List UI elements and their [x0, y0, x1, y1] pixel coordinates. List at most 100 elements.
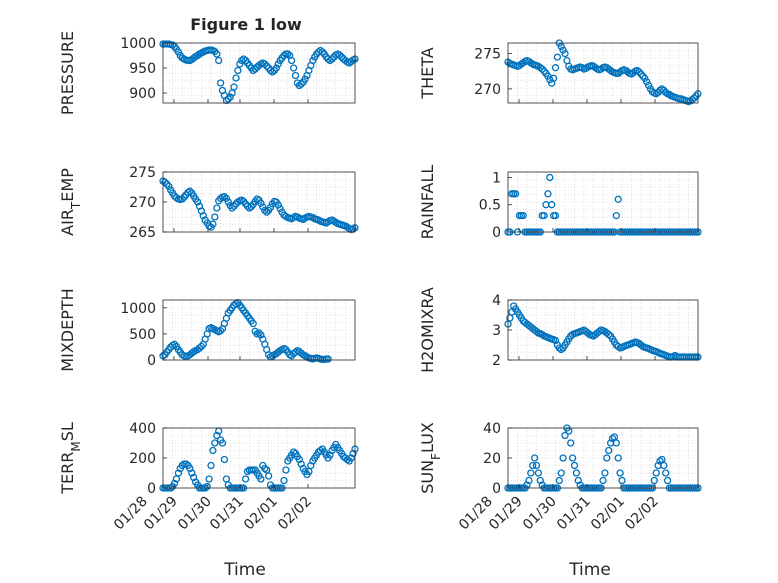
y-tick-label: 400 [129, 421, 156, 437]
y-tick-label: 900 [129, 86, 156, 102]
y-tick-label: 0 [492, 225, 501, 241]
terr-msl-y-label: TERRMSL [58, 422, 83, 495]
data-point [230, 83, 238, 91]
data-point [207, 461, 215, 470]
rainfall-axes-box [507, 171, 699, 233]
data-point [213, 50, 221, 58]
data-point [612, 211, 620, 220]
data-point [161, 178, 169, 186]
data-point [663, 476, 672, 485]
data-point [639, 72, 647, 80]
data-point [274, 60, 282, 68]
y-tick-label: 0 [147, 353, 156, 369]
data-point [216, 327, 225, 335]
data-point [347, 454, 355, 462]
data-point [295, 455, 303, 464]
pressure-panel: 900 950 1000 PRESSURE [58, 31, 359, 115]
data-point [603, 454, 611, 462]
data-point [614, 195, 622, 203]
y-tick-label: 265 [129, 225, 156, 241]
data-point [266, 203, 275, 212]
data-point [205, 475, 213, 483]
data-point [195, 344, 204, 352]
data-point [224, 198, 232, 206]
data-point [257, 475, 265, 483]
data-point [567, 439, 575, 447]
data-point [228, 204, 236, 212]
data-point [174, 48, 183, 56]
data-point [289, 448, 298, 456]
data-point [551, 336, 560, 345]
data-point [605, 330, 613, 339]
y-tick-label: 1000 [120, 36, 156, 52]
y-tick-label: 0 [492, 481, 501, 497]
data-point [261, 60, 269, 68]
data-point [255, 329, 263, 337]
data-point [220, 455, 229, 464]
data-point [546, 76, 554, 84]
data-point [599, 476, 607, 485]
data-point [534, 469, 543, 477]
data-point [190, 473, 198, 482]
data-point [234, 66, 242, 75]
data-point [529, 461, 537, 470]
data-point [291, 71, 300, 80]
y-tick-label: 0.5 [479, 198, 501, 214]
y-tick-label: 950 [129, 61, 156, 77]
y-tick-label: 1 [492, 170, 501, 186]
data-point [309, 56, 317, 65]
data-point [188, 469, 196, 477]
air-temp-panel: 265 270 275 AIRTEMP [58, 165, 359, 241]
mixdepth-panel: 0 500 1000 MIXDEPTH [58, 288, 356, 372]
data-point [656, 457, 664, 465]
data-point [289, 64, 298, 72]
data-point [318, 48, 327, 56]
data-point [546, 173, 554, 182]
x-axis-label-right: Time [568, 560, 611, 580]
data-point [349, 449, 357, 458]
data-point [614, 454, 622, 462]
data-point [536, 476, 544, 485]
data-point [211, 439, 219, 447]
data-point [232, 74, 240, 82]
data-point [605, 446, 613, 455]
theta-y-label: THETA [418, 47, 437, 99]
x-tick-label: 02/02 [622, 494, 662, 534]
data-point [220, 192, 229, 201]
data-point [209, 220, 217, 228]
data-point [249, 319, 257, 328]
data-point [608, 434, 617, 443]
data-point [170, 479, 179, 488]
data-point [264, 472, 273, 480]
data-point [532, 327, 541, 336]
data-point [261, 206, 269, 215]
x-tick-label: 02/01 [241, 494, 281, 534]
data-point [224, 95, 232, 103]
data-point [178, 195, 186, 203]
data-point [165, 182, 173, 191]
data-point [532, 461, 541, 470]
data-point [287, 352, 296, 360]
data-point [257, 331, 265, 339]
data-point [168, 41, 177, 49]
data-point [274, 201, 282, 209]
data-point [203, 482, 211, 491]
y-tick-label: 275 [129, 165, 156, 181]
data-point [280, 476, 288, 485]
data-point [213, 204, 221, 212]
data-point [555, 476, 563, 485]
data-point [525, 476, 533, 485]
x-tick-label: 01/29 [486, 494, 526, 534]
x-tick-label: 01/28 [456, 494, 496, 534]
data-point [170, 340, 179, 348]
data-point [540, 211, 548, 220]
mixdepth-y-label: MIXDEPTH [58, 288, 77, 371]
theta-series [504, 39, 702, 106]
data-point [287, 56, 296, 65]
data-point [652, 469, 660, 477]
data-point [284, 50, 292, 58]
mixdepth-series [159, 298, 332, 364]
pressure-y-label: PRESSURE [58, 31, 77, 115]
data-point [665, 90, 674, 99]
